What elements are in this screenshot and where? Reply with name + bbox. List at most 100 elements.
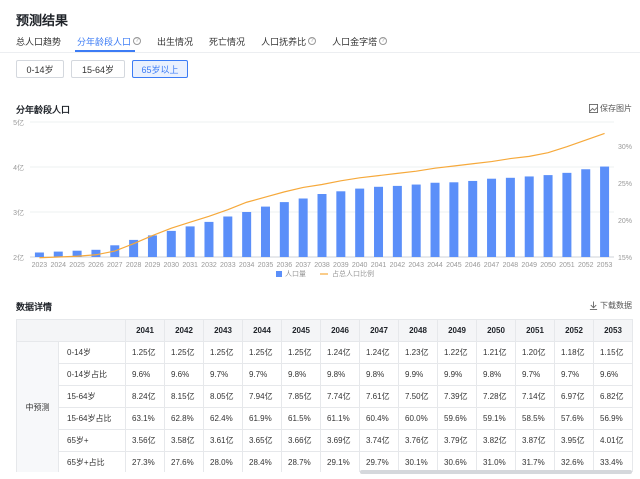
age-button-1[interactable]: 15-64岁 [71, 60, 125, 78]
table-cell: 9.6% [593, 363, 633, 386]
tab-3[interactable]: 死亡情况 [209, 33, 245, 49]
table-cell: 57.6% [554, 407, 594, 430]
x-axis-tick: 2030 [164, 262, 180, 269]
age-button-0[interactable]: 0-14岁 [16, 60, 64, 78]
left-axis-tick: 5亿 [13, 118, 24, 127]
table-cell: 60.0% [398, 407, 438, 430]
table-cell: 61.1% [320, 407, 360, 430]
bar-2043 [411, 184, 421, 257]
tab-4[interactable]: 人口抚养比? [261, 33, 317, 49]
active-tab-indicator [75, 50, 135, 52]
header-corner [16, 319, 126, 342]
table-cell: 9.8% [320, 363, 360, 386]
x-axis-tick: 2035 [258, 262, 274, 269]
table-row: 15-64岁 8.24亿 8.15亿 8.05亿 7.94亿 7.85亿 7.74亿 7.61… [17, 385, 633, 408]
bar-2037 [298, 198, 308, 257]
age-button-2[interactable]: 65岁以上 [132, 60, 188, 78]
help-icon[interactable]: ? [133, 37, 142, 45]
left-axis-tick: 3亿 [13, 208, 24, 217]
x-axis-tick: 2025 [69, 262, 85, 269]
year-header: 2053 [593, 319, 633, 342]
table-cell: 9.6% [125, 363, 165, 386]
table-cell: 9.6% [164, 363, 204, 386]
tab-5[interactable]: 人口金字塔? [332, 33, 388, 49]
table-cell: 9.8% [476, 363, 516, 386]
row-label: 0-14岁占比 [58, 363, 126, 386]
table-cell: 7.50亿 [398, 385, 438, 408]
table-cell: 30.1% [398, 451, 438, 472]
tabs-divider [0, 52, 640, 53]
x-axis-tick: 2044 [427, 262, 443, 269]
table-cell: 29.7% [359, 451, 399, 472]
tab-label: 出生情况 [157, 36, 194, 47]
table-cell: 56.9% [593, 407, 633, 430]
table-cell: 31.0% [476, 451, 516, 472]
data-table: 2041 2042 2043 2044 2045 2046 2047 2048 2049 2050… [16, 319, 633, 472]
image-icon [589, 104, 598, 113]
year-header: 2045 [281, 319, 321, 342]
help-icon[interactable]: ? [379, 37, 388, 45]
x-axis-tick: 2050 [540, 262, 556, 269]
table-cell: 8.15亿 [164, 385, 204, 408]
bar-2026 [91, 249, 101, 257]
bar-2028 [129, 239, 139, 257]
table-cell: 1.25亿 [164, 341, 204, 364]
table-cell: 9.7% [242, 363, 282, 386]
bar-2047 [487, 178, 497, 257]
download-data-button[interactable]: 下载数据 [589, 300, 632, 311]
table-cell: 3.74亿 [359, 429, 399, 452]
bar-2050 [543, 175, 553, 257]
table-cell: 3.58亿 [164, 429, 204, 452]
table-cell: 3.95亿 [554, 429, 594, 452]
x-axis-tick: 2024 [50, 262, 66, 269]
table-cell: 8.05亿 [203, 385, 243, 408]
table-cell: 1.25亿 [203, 341, 243, 364]
year-header: 2049 [437, 319, 477, 342]
x-axis-tick: 2041 [371, 262, 387, 269]
row-label: 65岁+ [58, 429, 126, 452]
table-cell: 33.4% [593, 451, 633, 472]
table-cell: 3.65亿 [242, 429, 282, 452]
table-cell: 6.82亿 [593, 385, 633, 408]
year-header: 2052 [554, 319, 594, 342]
table-row: 中预测 0-14岁 1.25亿 1.25亿 1.25亿 1.25亿 1.25亿 1.24亿 1.… [16, 341, 633, 472]
table-cell: 7.85亿 [281, 385, 321, 408]
table-cell: 7.74亿 [320, 385, 360, 408]
row-label: 15-64岁 [58, 385, 126, 408]
table-cell: 28.4% [242, 451, 282, 472]
row-label: 65岁+占比 [58, 451, 126, 472]
year-header: 2041 [125, 319, 165, 342]
x-axis-tick: 2040 [352, 262, 368, 269]
table-cell: 3.61亿 [203, 429, 243, 452]
table-cell: 1.24亿 [359, 341, 399, 364]
table-cell: 7.94亿 [242, 385, 282, 408]
page-title: 预测结果 [16, 13, 69, 28]
table-header-row: 2041 2042 2043 2044 2045 2046 2047 2048 2049 2050… [16, 319, 633, 342]
bar-2031 [185, 226, 195, 257]
table-title: 数据详情 [16, 302, 53, 312]
data-table-container[interactable]: 2041 2042 2043 2044 2045 2046 2047 2048 2049 2050… [16, 319, 634, 472]
table-row: 65岁+ 3.56亿 3.58亿 3.61亿 3.65亿 3.66亿 3.69亿 3.74亿 3… [17, 429, 633, 452]
bar-2046 [468, 180, 478, 257]
tab-1[interactable]: 分年龄段人口? [77, 33, 142, 49]
table-cell: 3.66亿 [281, 429, 321, 452]
table-cell: 9.9% [437, 363, 477, 386]
help-icon[interactable]: ? [308, 37, 317, 45]
table-cell: 9.8% [359, 363, 399, 386]
table-cell: 1.20亿 [515, 341, 555, 364]
table-horizontal-scrollbar[interactable] [360, 470, 632, 474]
save-image-button[interactable]: 保存图片 [589, 103, 632, 114]
x-axis-tick: 2038 [314, 262, 330, 269]
tab-label: 死亡情况 [209, 36, 246, 47]
table-row: 65岁+占比 27.3% 27.6% 28.0% 28.4% 28.7% 29.1% 29.7… [17, 451, 633, 472]
table-cell: 63.1% [125, 407, 165, 430]
x-axis-tick: 2049 [521, 262, 537, 269]
tab-2[interactable]: 出生情况 [157, 33, 193, 49]
bar-2023 [34, 252, 44, 257]
tab-0[interactable]: 总人口趋势 [16, 33, 61, 49]
legend-line-label: 占总人口比例 [332, 269, 374, 278]
table-cell: 8.24亿 [125, 385, 165, 408]
tab-label: 人口抚养比 [261, 36, 307, 47]
x-axis-tick: 2033 [220, 262, 236, 269]
table-cell: 1.15亿 [593, 341, 633, 364]
